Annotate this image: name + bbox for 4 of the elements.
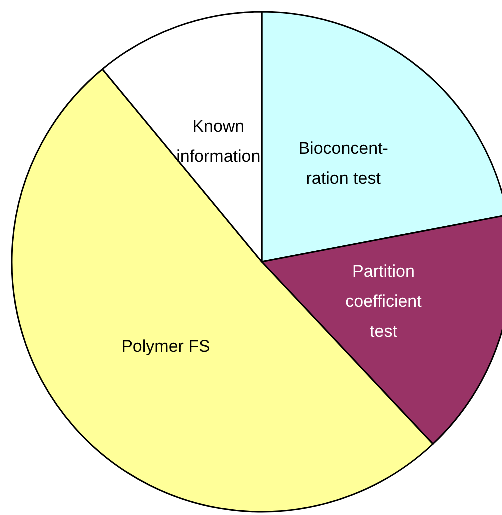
slice-label: Partition coefficient test	[346, 262, 422, 342]
slice-label: Known information	[176, 117, 261, 166]
slice-label: Bioconcent- ration test	[298, 138, 388, 188]
slice-label: Polymer FS	[122, 337, 210, 356]
